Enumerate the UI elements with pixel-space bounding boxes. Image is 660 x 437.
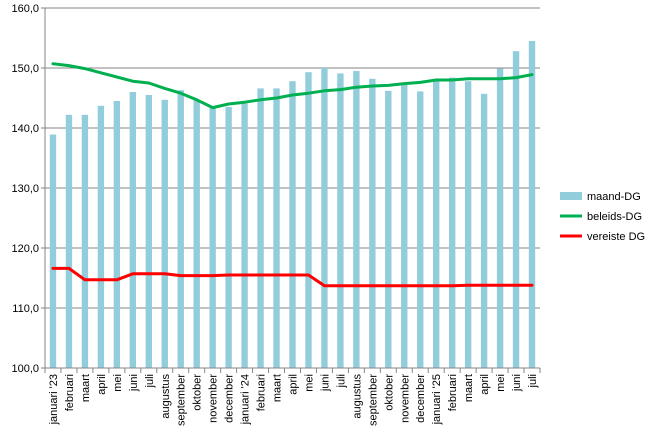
bar-maand-dg [65, 114, 73, 368]
x-tick-label: mei [303, 374, 315, 392]
x-tick-label: oktober [383, 374, 395, 411]
x-tick-label: juli [527, 374, 539, 388]
bar-maand-dg [321, 68, 328, 368]
bar-maand-dg [480, 93, 488, 369]
x-tick-label: september [176, 374, 188, 426]
bar-maand-dg [417, 91, 424, 369]
bar-maand-dg [353, 71, 360, 368]
legend-swatch-maand-dg [560, 192, 582, 200]
x-tick-label: november [208, 374, 220, 423]
line-vereiste-dg [51, 266, 534, 288]
x-tick-label: juli [335, 374, 347, 388]
bar-maand-dg [369, 78, 376, 369]
bar-maand-dg [433, 79, 440, 369]
x-tick-label: juni [511, 374, 523, 392]
y-tick-label: 140,0 [11, 123, 39, 135]
x-tick-label: december [224, 374, 236, 423]
bar-maand-dg [273, 88, 280, 369]
bar-maand-dg [145, 95, 152, 368]
y-tick-label: 150,0 [11, 63, 39, 75]
line-beleids-dg [51, 62, 534, 110]
bar-maand-dg [81, 114, 89, 368]
x-tick-label: september [367, 374, 379, 426]
bar-maand-dg [161, 99, 168, 369]
bar-maand-dg [193, 99, 200, 369]
x-tick-label: maart [463, 374, 475, 402]
x-tick-label: juli [144, 374, 156, 388]
legend-label-maand-dg: maand-DG [587, 191, 641, 203]
x-tick-label: oktober [192, 374, 204, 411]
x-tick-label: januari '23 [48, 374, 60, 425]
x-tick-label: mei [112, 374, 124, 392]
bar-maand-dg [129, 92, 137, 368]
x-tick-label: juni [128, 374, 140, 392]
bar-maand-dg [113, 101, 121, 368]
x-tick-label: december [415, 374, 427, 423]
x-tick-label: februari [256, 374, 268, 411]
x-tick-label: maart [272, 374, 284, 402]
x-tick-label: november [399, 374, 411, 423]
x-tick-label: februari [64, 374, 76, 411]
bar-maand-dg [97, 105, 105, 369]
legend-label-beleids-dg: beleids-DG [587, 211, 642, 223]
bar-maand-dg [401, 83, 408, 368]
x-tick-label: april [96, 374, 108, 395]
x-tick-label: maart [80, 374, 92, 402]
bar-series-maand-dg [49, 41, 536, 369]
y-axis-tick-labels: 100,0 110,0 120,0 130,0 140,0 150,0 160,0 [11, 3, 39, 375]
x-axis-tick-labels: januari '23 februari maart april mei juni juli… [48, 374, 539, 426]
bar-maand-dg [49, 134, 57, 368]
legend-label-vereiste-dg: vereiste DG [587, 231, 645, 243]
bar-maand-dg [528, 41, 536, 368]
bar-maand-dg [177, 90, 184, 368]
bar-maand-dg [496, 68, 504, 368]
bar-maand-dg [512, 51, 520, 368]
x-tick-label: januari '24 [240, 374, 252, 425]
bar-maand-dg [257, 88, 264, 369]
y-tick-label: 100,0 [11, 363, 39, 375]
x-tick-label: augustus [160, 374, 172, 419]
y-tick-label: 130,0 [11, 183, 39, 195]
bar-maand-dg [337, 73, 344, 369]
bar-maand-dg [464, 81, 472, 368]
legend: maand-DG beleids-DG vereiste DG [560, 191, 645, 243]
bar-maand-dg [385, 90, 392, 369]
bar-maand-dg [225, 107, 232, 368]
x-tick-label: juni [319, 374, 331, 392]
y-tick-label: 160,0 [11, 3, 39, 15]
bar-maand-dg [448, 77, 456, 368]
x-tick-label: mei [495, 374, 507, 392]
bar-maand-dg [289, 81, 296, 368]
axes [41, 7, 541, 373]
y-tick-label: 110,0 [12, 303, 39, 315]
y-tick-label: 120,0 [11, 243, 39, 255]
bar-maand-dg [209, 107, 216, 368]
x-tick-label: januari '25 [431, 374, 443, 425]
bar-maand-dg [241, 103, 248, 369]
line-series [51, 62, 534, 288]
x-tick-label: augustus [351, 374, 363, 419]
x-tick-label: april [288, 374, 300, 395]
x-tick-label: april [479, 374, 491, 395]
bar-maand-dg [305, 72, 312, 368]
x-tick-label: februari [447, 374, 459, 411]
